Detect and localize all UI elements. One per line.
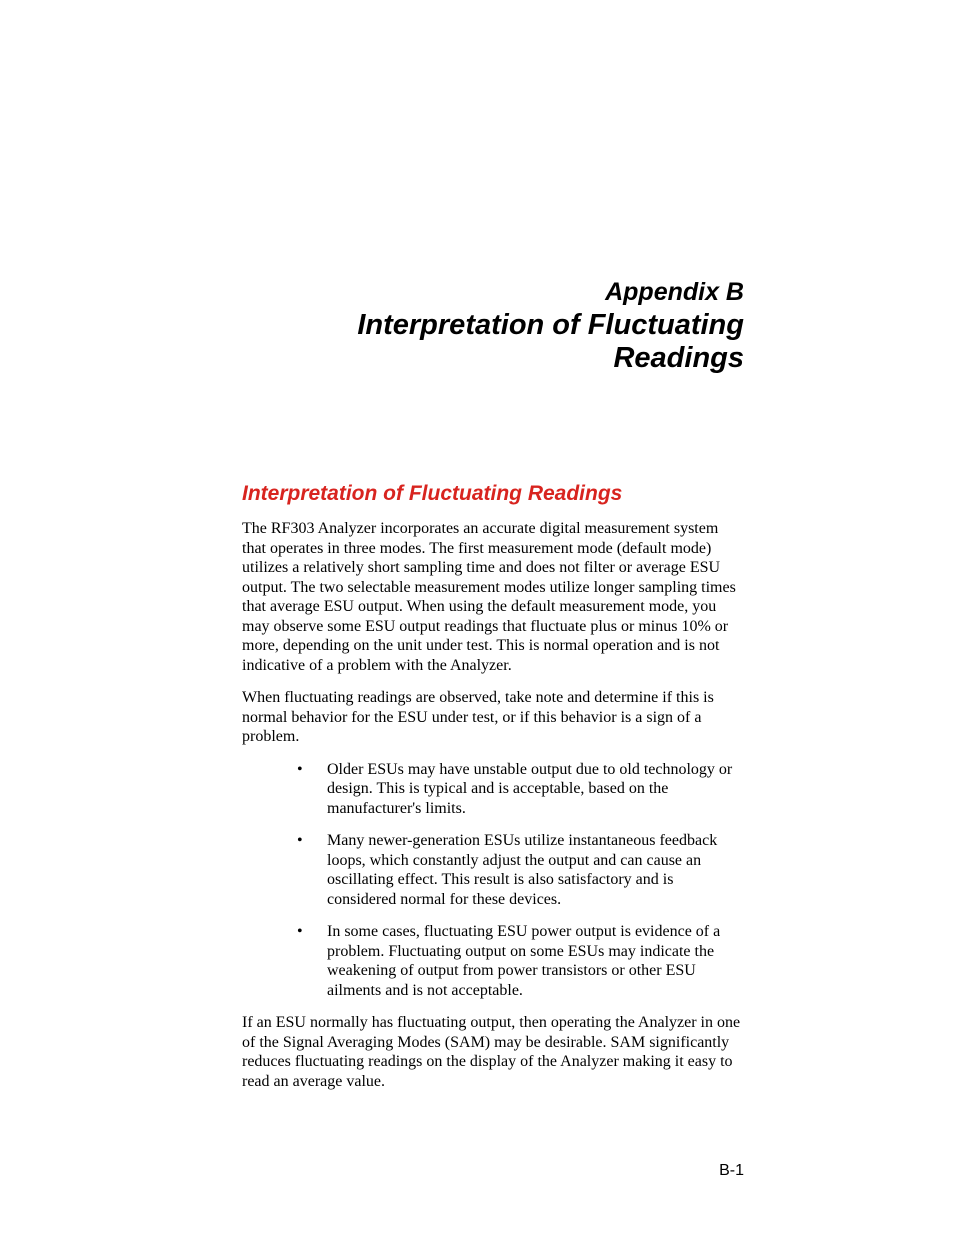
content-area: Interpretation of Fluctuating Readings T… (242, 482, 744, 1104)
bullet-list: Older ESUs may have unstable output due … (242, 760, 744, 1001)
paragraph-3: If an ESU normally has fluctuating outpu… (242, 1013, 744, 1091)
list-item: Many newer-generation ESUs utilize insta… (242, 831, 744, 909)
paragraph-1: The RF303 Analyzer incorporates an accur… (242, 519, 744, 675)
title-block: Appendix B Interpretation of Fluctuating… (274, 278, 744, 376)
list-item: In some cases, fluctuating ESU power out… (242, 922, 744, 1000)
document-page: Appendix B Interpretation of Fluctuating… (0, 0, 954, 1235)
page-number: B-1 (719, 1162, 744, 1180)
paragraph-2: When fluctuating readings are observed, … (242, 688, 744, 747)
list-item: Older ESUs may have unstable output due … (242, 760, 744, 819)
section-heading: Interpretation of Fluctuating Readings (242, 482, 744, 506)
appendix-label: Appendix B (274, 278, 744, 307)
appendix-title: Interpretation of Fluctuating Readings (274, 309, 744, 376)
